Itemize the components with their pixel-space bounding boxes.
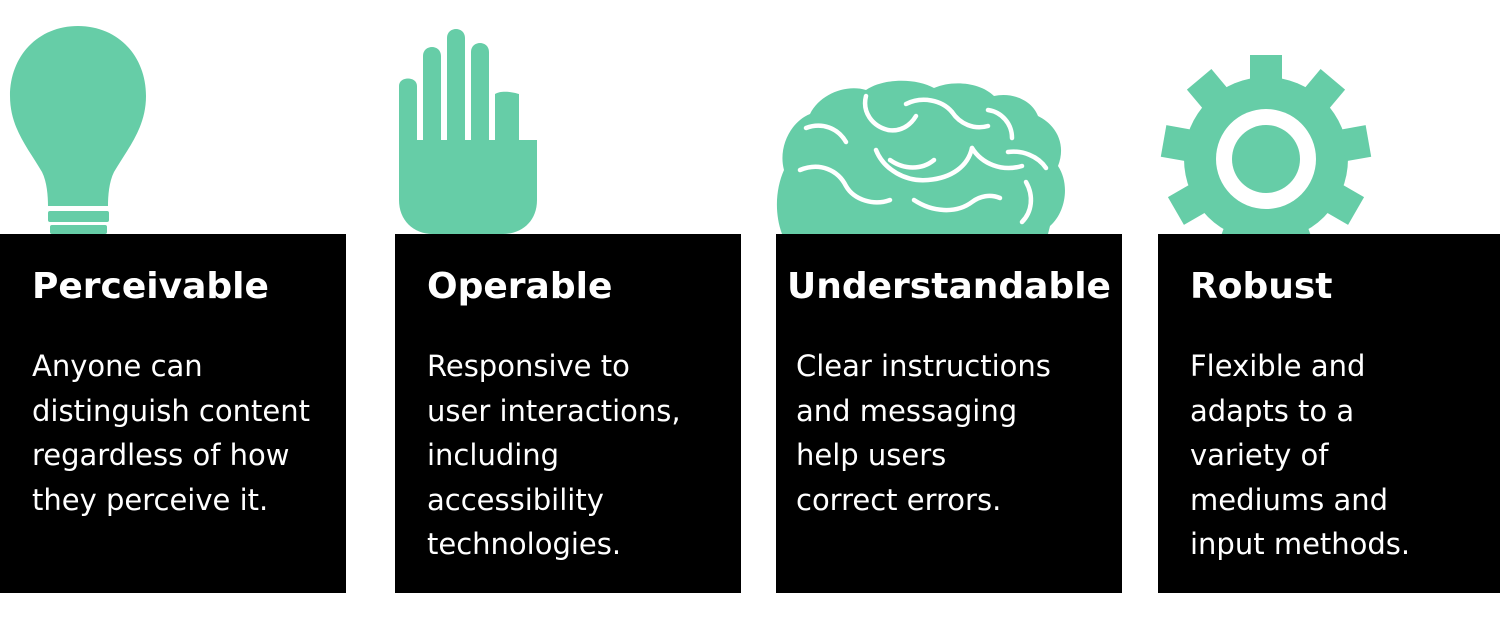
principle-title: Understandable: [787, 266, 1111, 307]
principle-description: Clear instructions and messaging help us…: [796, 349, 1051, 517]
brain-icon: [776, 0, 1122, 234]
principle-title: Operable: [427, 266, 613, 307]
principle-card: Perceivable Anyone can distinguish conte…: [0, 234, 346, 593]
raised-hand-icon: [395, 0, 741, 234]
principle-card: Robust Flexible and adapts to a variety …: [1158, 234, 1500, 593]
principle-description: Anyone can distinguish content regardles…: [32, 349, 310, 517]
principle-description: Responsive to user interactions, includi…: [427, 349, 681, 561]
principle-title: Perceivable: [32, 266, 269, 307]
light-bulb-icon: [0, 0, 346, 234]
principle-title: Robust: [1190, 266, 1333, 307]
principle-operable: Operable Responsive to user interactions…: [395, 0, 741, 619]
principle-card: Understandable Clear instructions and me…: [776, 234, 1122, 593]
gear-icon: [1158, 0, 1500, 263]
principle-perceivable: Perceivable Anyone can distinguish conte…: [0, 0, 346, 619]
principle-robust: Robust Flexible and adapts to a variety …: [1158, 0, 1500, 619]
principle-understandable: Understandable Clear instructions and me…: [776, 0, 1122, 619]
principle-card: Operable Responsive to user interactions…: [395, 234, 741, 593]
principle-description: Flexible and adapts to a variety of medi…: [1190, 349, 1411, 561]
